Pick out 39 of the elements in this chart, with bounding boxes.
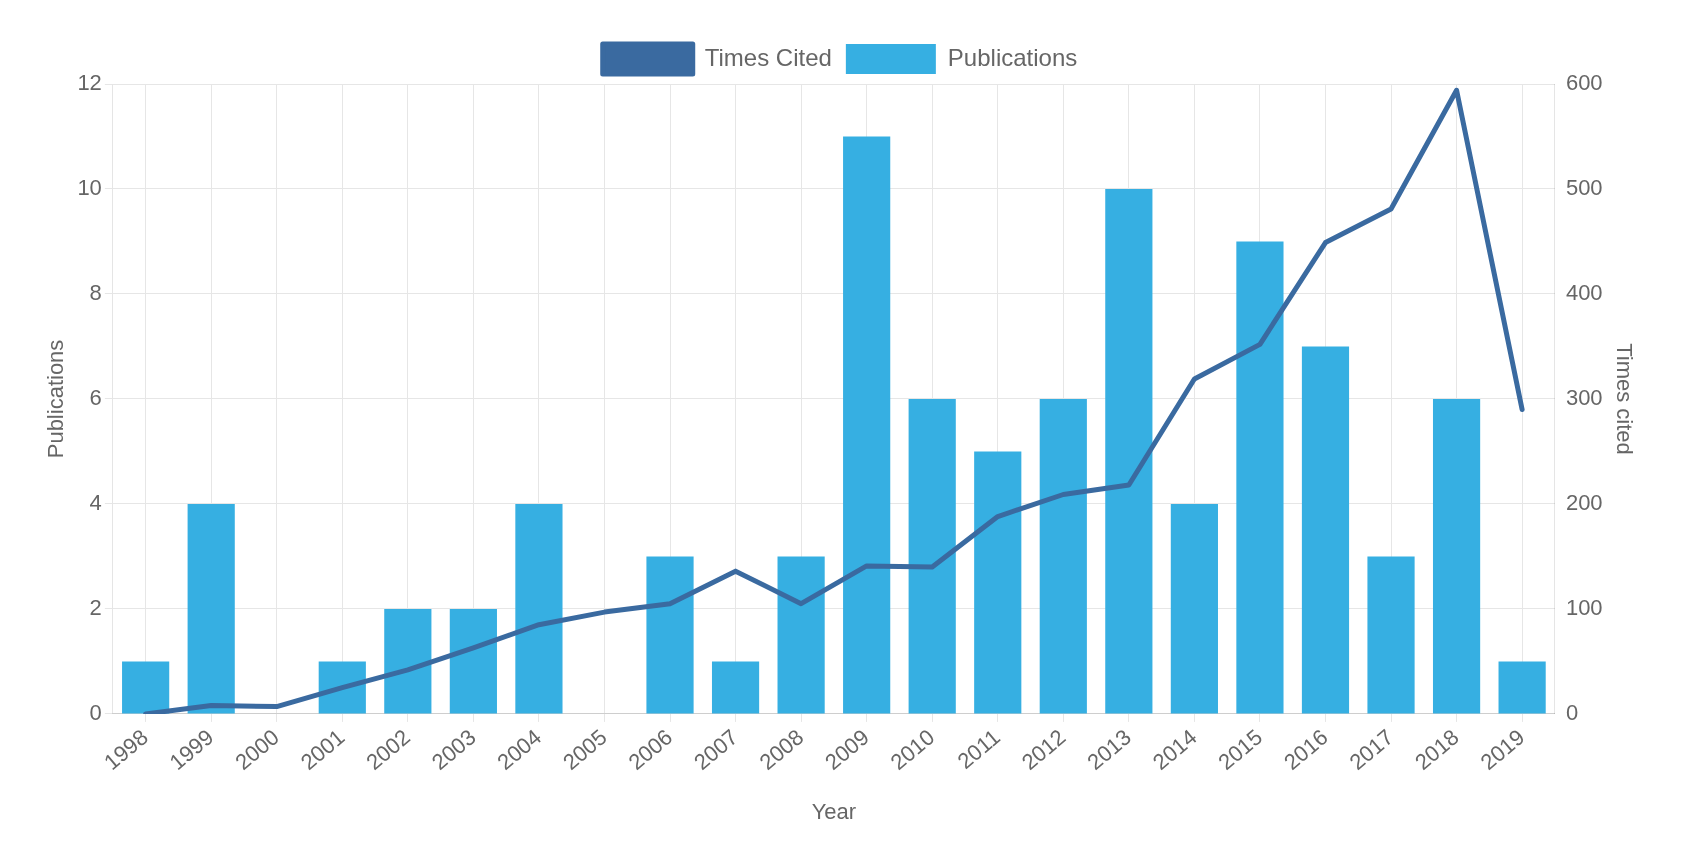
x-axis-title: Year xyxy=(811,798,857,824)
bar xyxy=(187,503,235,714)
bar xyxy=(974,451,1022,714)
y2-axis-title: Times cited xyxy=(1611,343,1637,455)
bar xyxy=(449,608,497,714)
bar xyxy=(1498,661,1546,714)
legend-label: Times Cited xyxy=(704,43,832,71)
y-tick-label: 0 xyxy=(89,699,102,725)
y-tick-label: 12 xyxy=(77,70,102,96)
y2-tick-label: 400 xyxy=(1565,280,1603,306)
bar xyxy=(318,661,366,714)
y-tick-label: 4 xyxy=(89,490,102,516)
bar xyxy=(122,661,170,714)
y-tick-label: 10 xyxy=(77,175,102,201)
y2-tick-label: 300 xyxy=(1565,385,1603,411)
y2-tick-label: 200 xyxy=(1565,490,1603,516)
bar xyxy=(1301,346,1350,714)
bar xyxy=(711,661,760,714)
y-axis-title: Publications xyxy=(43,339,69,459)
bar xyxy=(908,398,956,714)
y-tick-label: 8 xyxy=(89,280,102,306)
bar xyxy=(1170,503,1218,714)
bar xyxy=(1105,188,1153,714)
bar xyxy=(1236,241,1284,714)
bar xyxy=(646,556,694,714)
y-tick-label: 6 xyxy=(89,385,102,411)
bar xyxy=(1432,398,1481,714)
bar xyxy=(384,608,432,714)
y2-tick-label: 0 xyxy=(1565,699,1579,725)
bar xyxy=(843,136,891,714)
y2-tick-label: 500 xyxy=(1565,175,1603,201)
y2-tick-label: 600 xyxy=(1565,70,1603,96)
bar xyxy=(515,503,563,714)
legend-label: Publications xyxy=(947,43,1078,71)
y2-tick-label: 100 xyxy=(1565,594,1603,620)
bar xyxy=(777,556,825,714)
bar xyxy=(1367,556,1415,714)
bar xyxy=(1039,398,1087,714)
y-tick-label: 2 xyxy=(89,594,102,620)
